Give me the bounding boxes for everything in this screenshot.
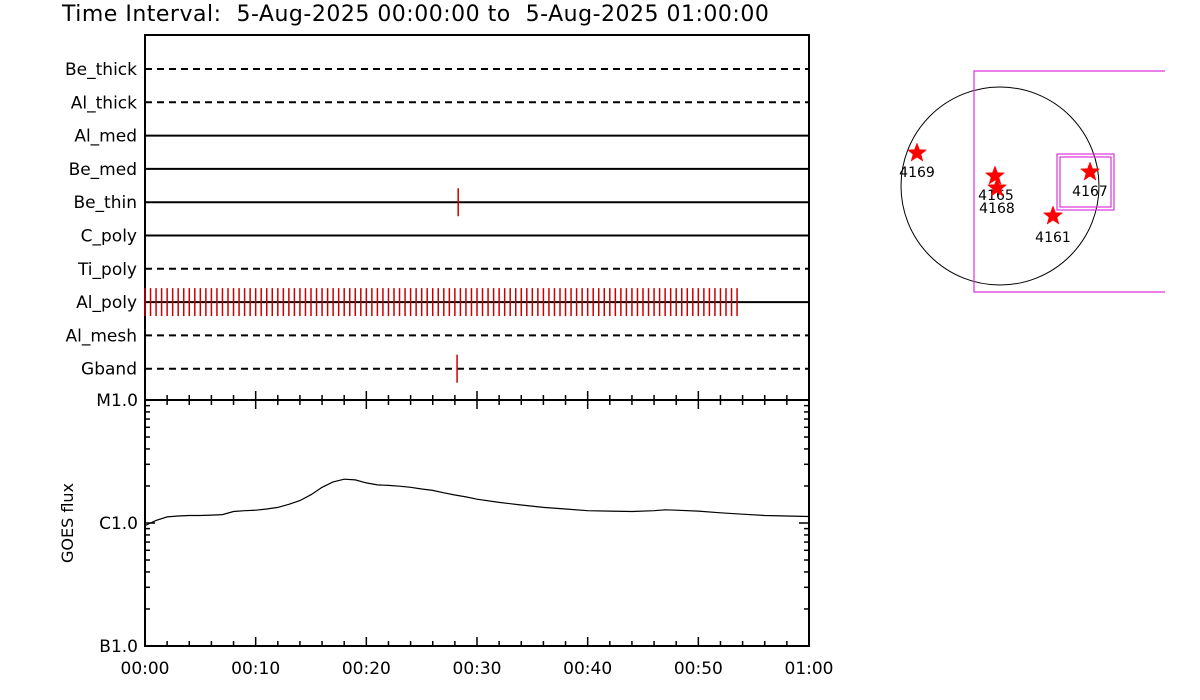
flare-label: 4165 (978, 188, 1014, 204)
channel-label: Be_thin (73, 193, 137, 213)
flare-star-icon (906, 142, 928, 162)
flare-star-icon (986, 177, 1008, 197)
y-tick-label: B1.0 (99, 637, 138, 657)
channel-label: C_poly (81, 227, 137, 247)
flare-label: 4168 (979, 201, 1015, 217)
channel-label: Be_med (69, 160, 137, 180)
channel-label: Ti_poly (77, 260, 137, 280)
x-tick-label: 00:20 (342, 659, 391, 679)
channel-label: Gband (81, 360, 137, 380)
region-box-outer (1056, 153, 1115, 211)
flare-star-icon (1042, 205, 1064, 225)
x-tick-label: 00:50 (674, 659, 723, 679)
time-interval-title: Time Interval: 5-Aug-2025 00:00:00 to 5-… (62, 2, 770, 27)
x-tick-label: 00:40 (563, 659, 612, 679)
x-tick-label: 00:00 (121, 659, 170, 679)
y-tick-label: C1.0 (99, 514, 138, 534)
x-tick-label: 00:30 (453, 659, 502, 679)
solar-disk (900, 86, 1100, 286)
flare-label: 4167 (1072, 184, 1108, 200)
y-axis-label: GOES flux (58, 483, 77, 563)
channel-label: Al_mesh (65, 326, 137, 346)
channel-timeline-panel: Be_thick Al_thick Al_med Be_med Be_thin C_pol… (65, 34, 810, 401)
channel-label: Al_thick (71, 93, 137, 113)
timeline-frame (144, 34, 810, 401)
goes-flux-panel: B1.0 C1.0 M1.0 GOES flux 00:00 00:10 00:20 00:3… (58, 391, 834, 679)
goes-flux-line (144, 478, 810, 527)
x-tick-label: 00:10 (231, 659, 280, 679)
x-tick-label: 01:00 (785, 659, 834, 679)
channel-label: Al_poly (76, 293, 137, 313)
flare-star-icon (984, 165, 1006, 185)
flare-star-icon (1079, 161, 1101, 181)
field-of-view-box (973, 70, 1165, 293)
channel-label: Al_med (74, 127, 137, 147)
region-box-inner (1059, 156, 1112, 208)
goes-frame (144, 399, 810, 647)
y-tick-label: M1.0 (96, 391, 138, 411)
channel-label: Be_thick (65, 60, 137, 80)
flare-label: 4161 (1035, 230, 1071, 246)
flare-label: 4169 (899, 165, 935, 181)
